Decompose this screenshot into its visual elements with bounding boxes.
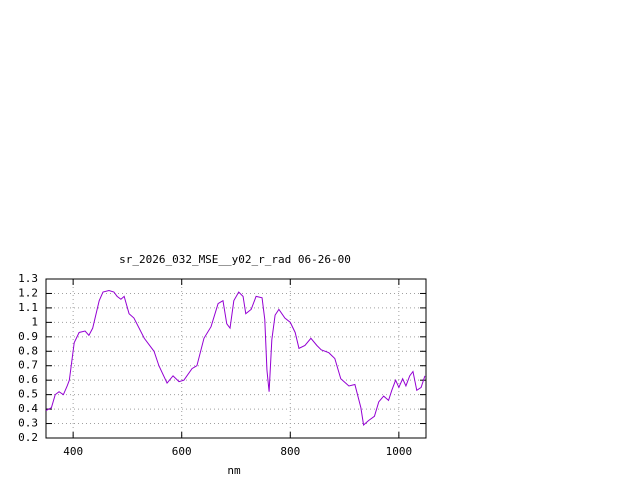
x-axis-label: nm <box>227 464 241 477</box>
x-tick-label: 400 <box>63 445 83 458</box>
y-tick-label: 0.9 <box>18 330 38 343</box>
x-tick-label: 800 <box>280 445 300 458</box>
data-line <box>45 290 426 426</box>
x-tick-label: 600 <box>172 445 192 458</box>
y-tick-label: 1.1 <box>18 301 38 314</box>
x-tick-label: 1000 <box>386 445 413 458</box>
y-tick-label: 0.4 <box>18 402 38 415</box>
y-tick-label: 1.3 <box>18 272 38 285</box>
y-tick-label: 0.8 <box>18 344 38 357</box>
y-tick-label: 0.7 <box>18 359 38 372</box>
y-tick-label: 1.2 <box>18 286 38 299</box>
y-tick-label: 0.5 <box>18 388 38 401</box>
y-tick-label: 1 <box>31 315 38 328</box>
y-tick-label: 0.2 <box>18 431 38 444</box>
y-tick-label: 0.3 <box>18 417 38 430</box>
plot-border <box>45 278 427 439</box>
y-tick-label: 0.6 <box>18 373 38 386</box>
chart-title: sr_2026_032_MSE__y02_r_rad 06-26-00 <box>119 253 351 266</box>
